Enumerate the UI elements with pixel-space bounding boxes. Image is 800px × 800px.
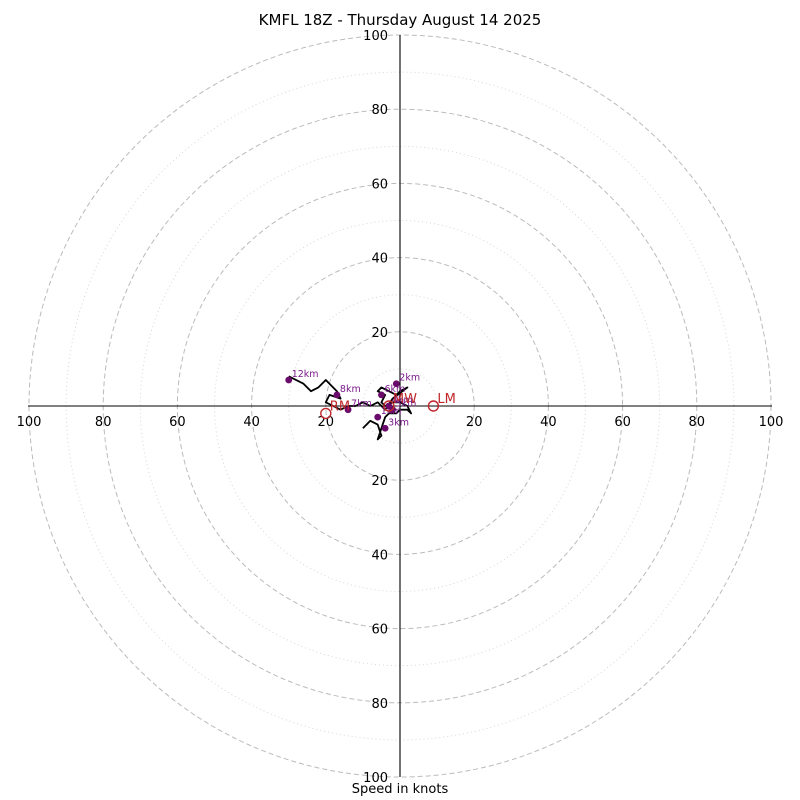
height-label-4km: 4km [392, 395, 413, 406]
storm-motion-label-lm: LM [437, 392, 455, 407]
y-tick-top-80: 80 [371, 103, 388, 118]
height-markers: 1km2km3km4km5km6km7km8km12km [285, 369, 420, 432]
hodograph-trace [288, 375, 413, 441]
height-point-1km [374, 413, 382, 421]
x-tick-left-100: 100 [17, 415, 42, 430]
storm-motion-label-rm: RM [330, 399, 350, 414]
x-tick-right-40: 40 [540, 415, 557, 430]
storm-motion-mw [383, 400, 395, 412]
storm-motion-rm [320, 407, 332, 420]
y-tick-top-60: 60 [371, 177, 388, 192]
height-point-3km [381, 424, 389, 432]
height-label-8km: 8km [340, 384, 361, 395]
x-tick-left-40: 40 [243, 415, 260, 430]
x-tick-left-80: 80 [95, 415, 112, 430]
height-point-12km [285, 376, 293, 384]
x-tick-right-20: 20 [466, 415, 483, 430]
x-tick-left-60: 60 [169, 415, 186, 430]
height-point-7km [344, 406, 352, 414]
y-tick-top-20: 20 [371, 326, 388, 341]
height-label-6km: 6km [384, 384, 405, 395]
x-tick-left-20: 20 [318, 415, 335, 430]
chart-title: KMFL 18Z - Thursday August 14 2025 [258, 11, 542, 29]
storm-motion-label-mw: MW [393, 392, 417, 407]
height-label-7km: 7km [351, 399, 372, 410]
height-label-2km: 2km [399, 373, 420, 384]
height-label-5km: 5km [396, 399, 417, 410]
y-tick-bottom-60: 60 [371, 623, 388, 638]
hodograph-line [288, 375, 413, 441]
tick-labels: 20 20 20 20 40 40 40 40 60 60 60 60 80 80 80 80 100 100 10… [17, 29, 784, 786]
y-tick-bottom-80: 80 [371, 697, 388, 712]
height-label-12km: 12km [292, 369, 319, 380]
x-tick-right-80: 80 [689, 415, 706, 430]
x-axis-label: Speed in knots [351, 782, 449, 797]
storm-motion-lm [427, 400, 440, 412]
axes [28, 35, 772, 777]
y-tick-top-40: 40 [371, 252, 388, 267]
y-tick-bottom-100: 100 [363, 771, 388, 786]
y-tick-bottom-20: 20 [371, 474, 388, 489]
storm-motion-markers: LM MW RM [320, 392, 456, 420]
x-tick-right-60: 60 [614, 415, 631, 430]
x-tick-right-100: 100 [759, 415, 784, 430]
height-point-2km [392, 380, 400, 388]
y-tick-bottom-40: 40 [371, 548, 388, 563]
height-point-8km [333, 391, 341, 399]
height-point-6km [378, 391, 385, 399]
height-label-3km: 3km [388, 417, 409, 428]
y-tick-top-100: 100 [363, 29, 388, 44]
